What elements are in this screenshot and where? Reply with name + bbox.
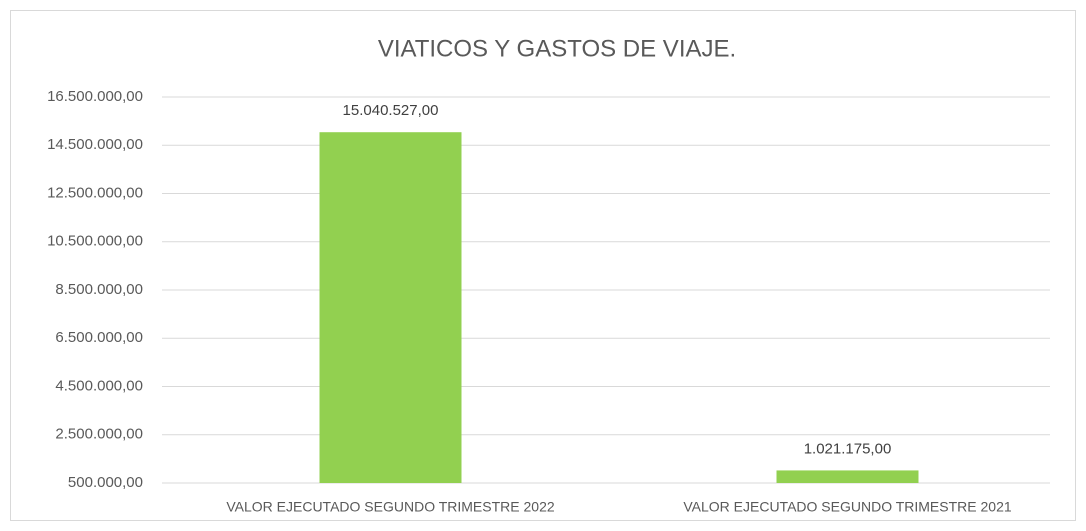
chart-border — [10, 10, 1076, 521]
y-tick-label: 16.500.000,00 — [47, 88, 143, 105]
value-label: 1.021.175,00 — [804, 440, 892, 457]
bar — [319, 132, 462, 484]
value-label: 15.040.527,00 — [343, 102, 439, 119]
x-tick-label: VALOR EJECUTADO SEGUNDO TRIMESTRE 2021 — [683, 499, 1012, 515]
y-tick-label: 14.500.000,00 — [47, 136, 143, 153]
chart-title: VIATICOS Y GASTOS DE VIAJE. — [378, 35, 736, 62]
y-tick-label: 10.500.000,00 — [47, 233, 143, 250]
x-tick-label: VALOR EJECUTADO SEGUNDO TRIMESTRE 2022 — [226, 499, 555, 515]
y-tick-label: 500.000,00 — [68, 474, 143, 491]
y-tick-label: 4.500.000,00 — [55, 377, 143, 394]
bar — [776, 470, 919, 483]
y-tick-label: 8.500.000,00 — [55, 281, 143, 298]
y-tick-label: 6.500.000,00 — [55, 329, 143, 346]
y-tick-label: 12.500.000,00 — [47, 184, 143, 201]
y-tick-label: 2.500.000,00 — [55, 426, 143, 443]
